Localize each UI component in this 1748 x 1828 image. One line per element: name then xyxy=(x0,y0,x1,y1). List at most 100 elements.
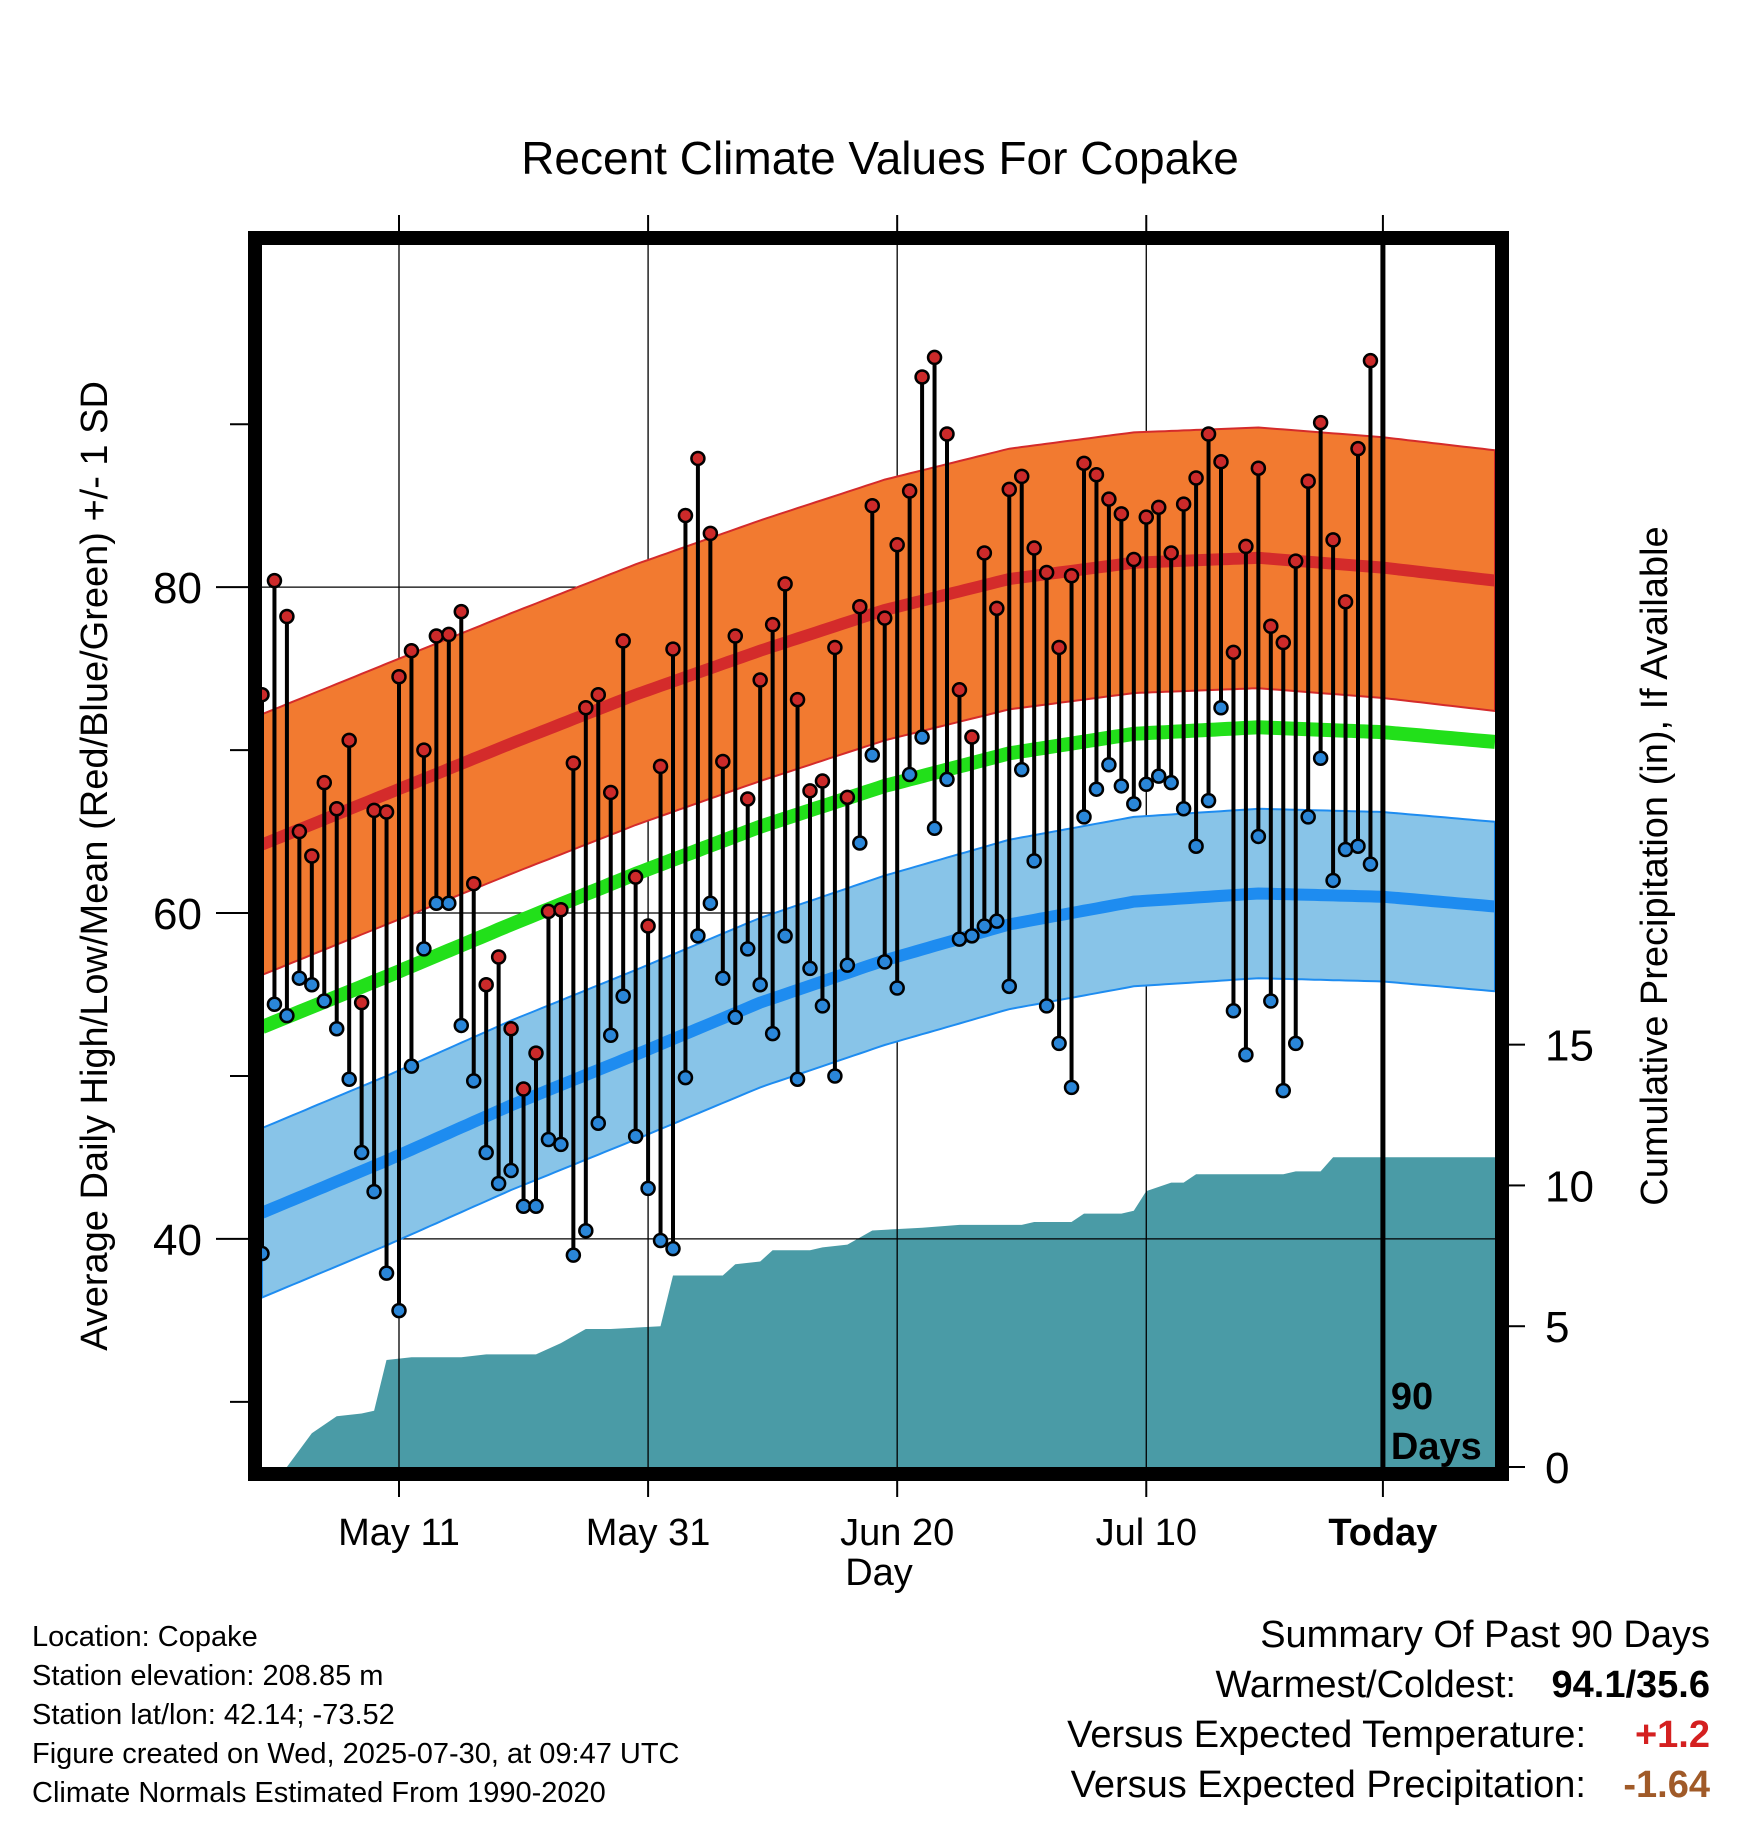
daily-low-point xyxy=(316,993,333,1009)
daily-high-point xyxy=(565,755,582,771)
daily-high-point xyxy=(590,686,607,703)
daily-high-point xyxy=(1263,618,1279,635)
daily-high-point xyxy=(1150,499,1167,516)
daily-low-point xyxy=(764,1025,781,1042)
daily-low-point xyxy=(1076,809,1092,825)
daily-low-point xyxy=(403,1058,420,1074)
daily-low-point xyxy=(715,970,731,986)
daily-high-point xyxy=(627,869,644,885)
daily-low-point xyxy=(901,766,918,783)
daily-low-point xyxy=(615,988,631,1004)
daily-low-point xyxy=(515,1198,532,1215)
daily-high-point xyxy=(789,691,806,708)
daily-low-point xyxy=(1213,699,1229,716)
daily-high-point xyxy=(262,686,270,703)
daily-low-point xyxy=(478,1144,494,1161)
daily-high-point xyxy=(926,349,943,366)
daily-low-point xyxy=(827,1068,843,1084)
y-axis-label: Average Daily High/Low/Mean (Red/Blue/Gr… xyxy=(74,381,116,1351)
daily-high-point xyxy=(304,848,320,864)
daily-high-point xyxy=(353,994,370,1011)
daily-high-point xyxy=(1287,553,1304,569)
daily-high-point xyxy=(478,976,494,993)
plot-area: 90 Days xyxy=(262,245,1495,1467)
daily-low-point xyxy=(304,976,320,993)
daily-high-point xyxy=(1101,491,1117,507)
daily-low-point xyxy=(1051,1035,1067,1052)
daily-low-point xyxy=(391,1302,407,1319)
daily-low-point xyxy=(1312,750,1329,766)
daily-high-point xyxy=(715,753,731,770)
daily-high-point xyxy=(465,875,482,892)
daily-low-point xyxy=(378,1265,395,1281)
daily-low-point xyxy=(652,1232,669,1249)
daily-low-point xyxy=(1263,993,1279,1009)
daily-high-point xyxy=(727,628,744,644)
daily-low-point xyxy=(590,1115,607,1131)
daily-high-point xyxy=(453,603,470,620)
daily-low-point xyxy=(814,998,831,1014)
daily-low-point xyxy=(640,1180,656,1197)
daily-high-point xyxy=(802,783,818,799)
daily-high-point xyxy=(441,626,457,643)
daily-low-point xyxy=(565,1247,582,1263)
daily-high-point xyxy=(391,669,407,685)
daily-low-point xyxy=(366,1183,382,1200)
y2-axis-label: Cumulative Precipitation (in), If Availa… xyxy=(1634,526,1676,1205)
x-tick-label: Jun 20 xyxy=(840,1512,954,1554)
daily-low-point xyxy=(727,1009,744,1026)
daily-low-point xyxy=(1175,800,1192,817)
daily-low-point xyxy=(540,1131,557,1148)
normals-text: Climate Normals Estimated From 1990-2020 xyxy=(32,1777,606,1809)
daily-low-point xyxy=(702,895,719,912)
temp-anomaly-row: Versus Expected Temperature: +1.2 xyxy=(1067,1710,1710,1760)
daily-low-point xyxy=(677,1069,694,1086)
daily-high-point xyxy=(1063,568,1080,584)
daily-low-point xyxy=(1013,761,1030,778)
warmest-coldest-row: Warmest/Coldest: 94.1/35.6 xyxy=(1067,1660,1710,1710)
daily-low-point xyxy=(453,1017,470,1034)
daily-low-point xyxy=(627,1128,644,1144)
daily-high-point xyxy=(316,774,333,791)
daily-high-point xyxy=(328,800,345,817)
daily-high-point xyxy=(515,1081,532,1097)
daily-low-point xyxy=(665,1240,681,1257)
daily-high-point xyxy=(602,784,619,801)
daily-high-point xyxy=(889,537,905,553)
daily-low-point xyxy=(976,918,993,934)
latlon-text: Station lat/lon: 42.14; -73.52 xyxy=(32,1699,395,1731)
daily-low-point xyxy=(989,913,1005,929)
daily-low-point xyxy=(876,954,893,970)
daily-high-point xyxy=(1362,352,1379,369)
daily-high-point xyxy=(1088,466,1105,483)
daily-high-point xyxy=(914,369,930,385)
daily-high-point xyxy=(1026,540,1042,556)
y-tick-label: 80 xyxy=(153,564,202,613)
daily-high-point xyxy=(752,672,768,688)
daily-low-point xyxy=(1038,998,1055,1014)
daily-high-point xyxy=(1213,453,1229,470)
daily-low-point xyxy=(914,729,930,745)
daily-low-point xyxy=(1088,781,1105,797)
daily-low-point xyxy=(889,980,905,996)
x-tick-label: Jul 10 xyxy=(1096,1512,1197,1554)
summary-title: Summary Of Past 90 Days xyxy=(1260,1614,1710,1656)
daily-low-point xyxy=(690,928,706,944)
daily-low-point xyxy=(926,820,943,837)
daily-high-point xyxy=(839,789,856,806)
y2-tick-label: 0 xyxy=(1545,1444,1569,1493)
daily-high-point xyxy=(341,732,357,749)
daily-low-point xyxy=(1225,1003,1242,1019)
precip-anomaly-row: Versus Expected Precipitation: -1.64 xyxy=(1067,1760,1710,1810)
daily-low-point xyxy=(291,970,308,986)
daily-high-point xyxy=(989,600,1005,617)
y-tick-label: 40 xyxy=(153,1216,202,1265)
x-tick-label: May 11 xyxy=(338,1512,460,1554)
daily-high-point xyxy=(503,1020,519,1037)
daily-high-point xyxy=(490,949,507,965)
daily-high-point xyxy=(366,802,382,819)
daily-low-point xyxy=(341,1071,357,1087)
daily-high-point xyxy=(528,1045,544,1061)
daily-low-point xyxy=(1238,1047,1254,1063)
daily-low-point xyxy=(1126,796,1142,812)
